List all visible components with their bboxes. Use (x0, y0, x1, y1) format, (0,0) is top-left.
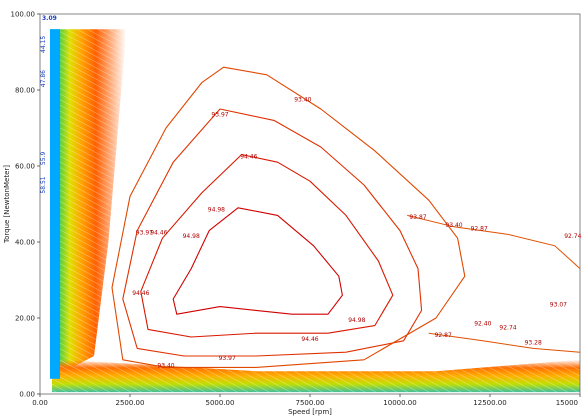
x-tick-label: 15000 (556, 399, 578, 407)
y-tick-label: 100.00 (11, 11, 36, 19)
x-tick-label: 0.00 (32, 399, 48, 407)
contour-label: 94.98 (183, 233, 200, 240)
low-torque-band-lines (52, 359, 580, 393)
x-tick-label: 10000.00 (383, 399, 416, 407)
corner-value-label: 3.09 (42, 15, 57, 22)
contour-line-93-40 (111, 66, 466, 368)
low-speed-blue-strip (50, 29, 60, 379)
contour-line-93-97 (122, 108, 423, 357)
contour-line-94-98 (172, 207, 343, 315)
contour-label: 92.87 (435, 332, 452, 339)
contour-label: 92.74 (499, 324, 516, 331)
x-tick-label: 2500.00 (116, 399, 145, 407)
low-speed-band-lines (50, 29, 127, 379)
y-tick-label: 40.00 (15, 239, 35, 247)
y-axis-label: Torque [NewtonMeter] (3, 165, 11, 244)
left-edge-label: 58.51 (40, 176, 47, 193)
x-tick-label: 7500.00 (296, 399, 325, 407)
contour-line-94-46 (140, 154, 394, 338)
contour-label: 94.98 (348, 317, 365, 324)
contour-label: 93.07 (550, 302, 567, 309)
x-tick-label: 12500.00 (473, 399, 506, 407)
contour-label: 94.46 (150, 229, 167, 236)
left-edge-label: 47.86 (40, 70, 47, 87)
contour-label: 94.46 (132, 290, 149, 297)
y-tick-label: 60.00 (15, 163, 35, 171)
contour-label: 94.98 (208, 207, 225, 214)
contour-label: 93.40 (445, 222, 462, 229)
contour-label: 93.97 (136, 229, 153, 236)
y-tick-label: 0.00 (19, 391, 35, 399)
y-tick-label: 80.00 (15, 87, 35, 95)
outer-contour-line (428, 332, 581, 353)
left-edge-label: 55.9 (40, 152, 47, 166)
contour-label: 93.97 (211, 112, 228, 119)
contour-label: 92.40 (474, 321, 491, 328)
contour-label: 93.97 (219, 355, 236, 362)
y-tick-label: 20.00 (15, 315, 35, 323)
contour-label: 93.40 (157, 362, 174, 369)
left-edge-label: 44.15 (40, 36, 47, 53)
contour-label: 93.40 (294, 96, 311, 103)
contour-label: 94.46 (240, 153, 257, 160)
x-tick-label: 5000.00 (206, 399, 235, 407)
x-axis-label: Speed [rpm] (288, 408, 332, 416)
contour-label: 92.74 (564, 233, 581, 240)
contour-label: 92.87 (471, 226, 488, 233)
contour-label: 94.46 (301, 336, 318, 343)
outer-contour-line (407, 214, 581, 269)
contour-label: 93.87 (409, 214, 426, 221)
contour-label: 93.28 (525, 340, 542, 347)
